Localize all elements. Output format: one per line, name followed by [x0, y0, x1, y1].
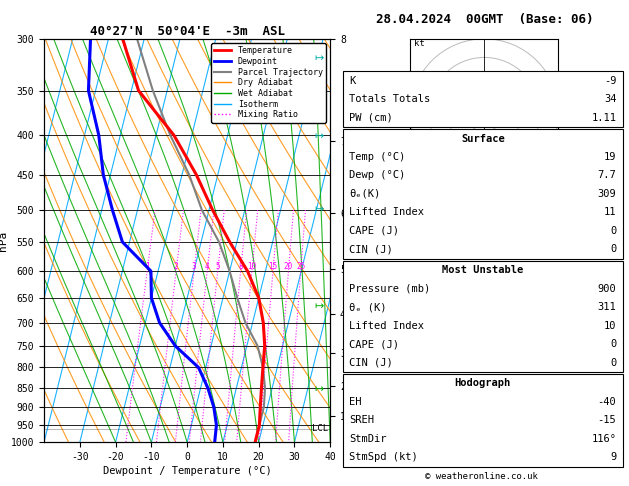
Text: 309: 309: [598, 189, 616, 199]
Text: θₑ(K): θₑ(K): [349, 189, 381, 199]
Y-axis label: km
ASL: km ASL: [351, 219, 369, 241]
Text: © weatheronline.co.uk: © weatheronline.co.uk: [425, 472, 538, 481]
Text: Dewp (°C): Dewp (°C): [349, 171, 405, 180]
Text: ↦: ↦: [314, 301, 323, 311]
Legend: Temperature, Dewpoint, Parcel Trajectory, Dry Adiabat, Wet Adiabat, Isotherm, Mi: Temperature, Dewpoint, Parcel Trajectory…: [211, 43, 326, 122]
Text: StmSpd (kt): StmSpd (kt): [349, 452, 418, 462]
Text: StmDir: StmDir: [349, 434, 387, 444]
Text: Pressure (mb): Pressure (mb): [349, 284, 430, 294]
Title: 40°27'N  50°04'E  -3m  ASL: 40°27'N 50°04'E -3m ASL: [89, 25, 285, 38]
Text: 1: 1: [145, 262, 150, 271]
Text: 8: 8: [238, 262, 243, 271]
Text: Lifted Index: Lifted Index: [349, 321, 424, 330]
Text: 25: 25: [296, 262, 305, 271]
Text: 20: 20: [284, 262, 293, 271]
Text: 311: 311: [598, 302, 616, 312]
Text: -9: -9: [604, 76, 616, 86]
Text: CIN (J): CIN (J): [349, 358, 393, 367]
Text: LCL: LCL: [313, 424, 328, 433]
Text: CAPE (J): CAPE (J): [349, 339, 399, 349]
Text: Lifted Index: Lifted Index: [349, 208, 424, 217]
Text: 28.04.2024  00GMT  (Base: 06): 28.04.2024 00GMT (Base: 06): [376, 13, 593, 26]
Text: 15: 15: [269, 262, 277, 271]
Text: ↦: ↦: [314, 53, 323, 63]
Text: CAPE (J): CAPE (J): [349, 226, 399, 236]
Text: 3: 3: [192, 262, 196, 271]
Text: 0: 0: [610, 244, 616, 254]
Text: Hodograph: Hodograph: [455, 379, 511, 388]
Text: PW (cm): PW (cm): [349, 113, 393, 122]
Text: 116°: 116°: [591, 434, 616, 444]
Text: 1.11: 1.11: [591, 113, 616, 122]
Text: 4: 4: [205, 262, 209, 271]
Text: 9: 9: [610, 452, 616, 462]
Text: -40: -40: [598, 397, 616, 407]
Text: 0: 0: [610, 339, 616, 349]
Text: 900: 900: [598, 284, 616, 294]
Text: ↦: ↦: [314, 384, 323, 394]
Text: EH: EH: [349, 397, 362, 407]
Text: SREH: SREH: [349, 416, 374, 425]
Text: Temp (°C): Temp (°C): [349, 152, 405, 162]
Text: θₑ (K): θₑ (K): [349, 302, 387, 312]
Text: 0: 0: [610, 358, 616, 367]
Text: K: K: [349, 76, 355, 86]
X-axis label: Dewpoint / Temperature (°C): Dewpoint / Temperature (°C): [103, 466, 272, 476]
Text: 11: 11: [604, 208, 616, 217]
Text: kt: kt: [414, 39, 425, 48]
Text: 10: 10: [247, 262, 257, 271]
Text: ↦: ↦: [314, 131, 323, 141]
Text: 7.7: 7.7: [598, 171, 616, 180]
Y-axis label: hPa: hPa: [0, 230, 8, 251]
Text: Totals Totals: Totals Totals: [349, 94, 430, 104]
Text: 0: 0: [610, 226, 616, 236]
Text: -15: -15: [598, 416, 616, 425]
Text: ↦: ↦: [314, 204, 323, 214]
Text: 2: 2: [174, 262, 179, 271]
Text: Most Unstable: Most Unstable: [442, 265, 523, 275]
Text: Surface: Surface: [461, 134, 504, 143]
Text: 5: 5: [215, 262, 220, 271]
Text: 19: 19: [604, 152, 616, 162]
Text: CIN (J): CIN (J): [349, 244, 393, 254]
Text: 10: 10: [604, 321, 616, 330]
Text: 34: 34: [604, 94, 616, 104]
